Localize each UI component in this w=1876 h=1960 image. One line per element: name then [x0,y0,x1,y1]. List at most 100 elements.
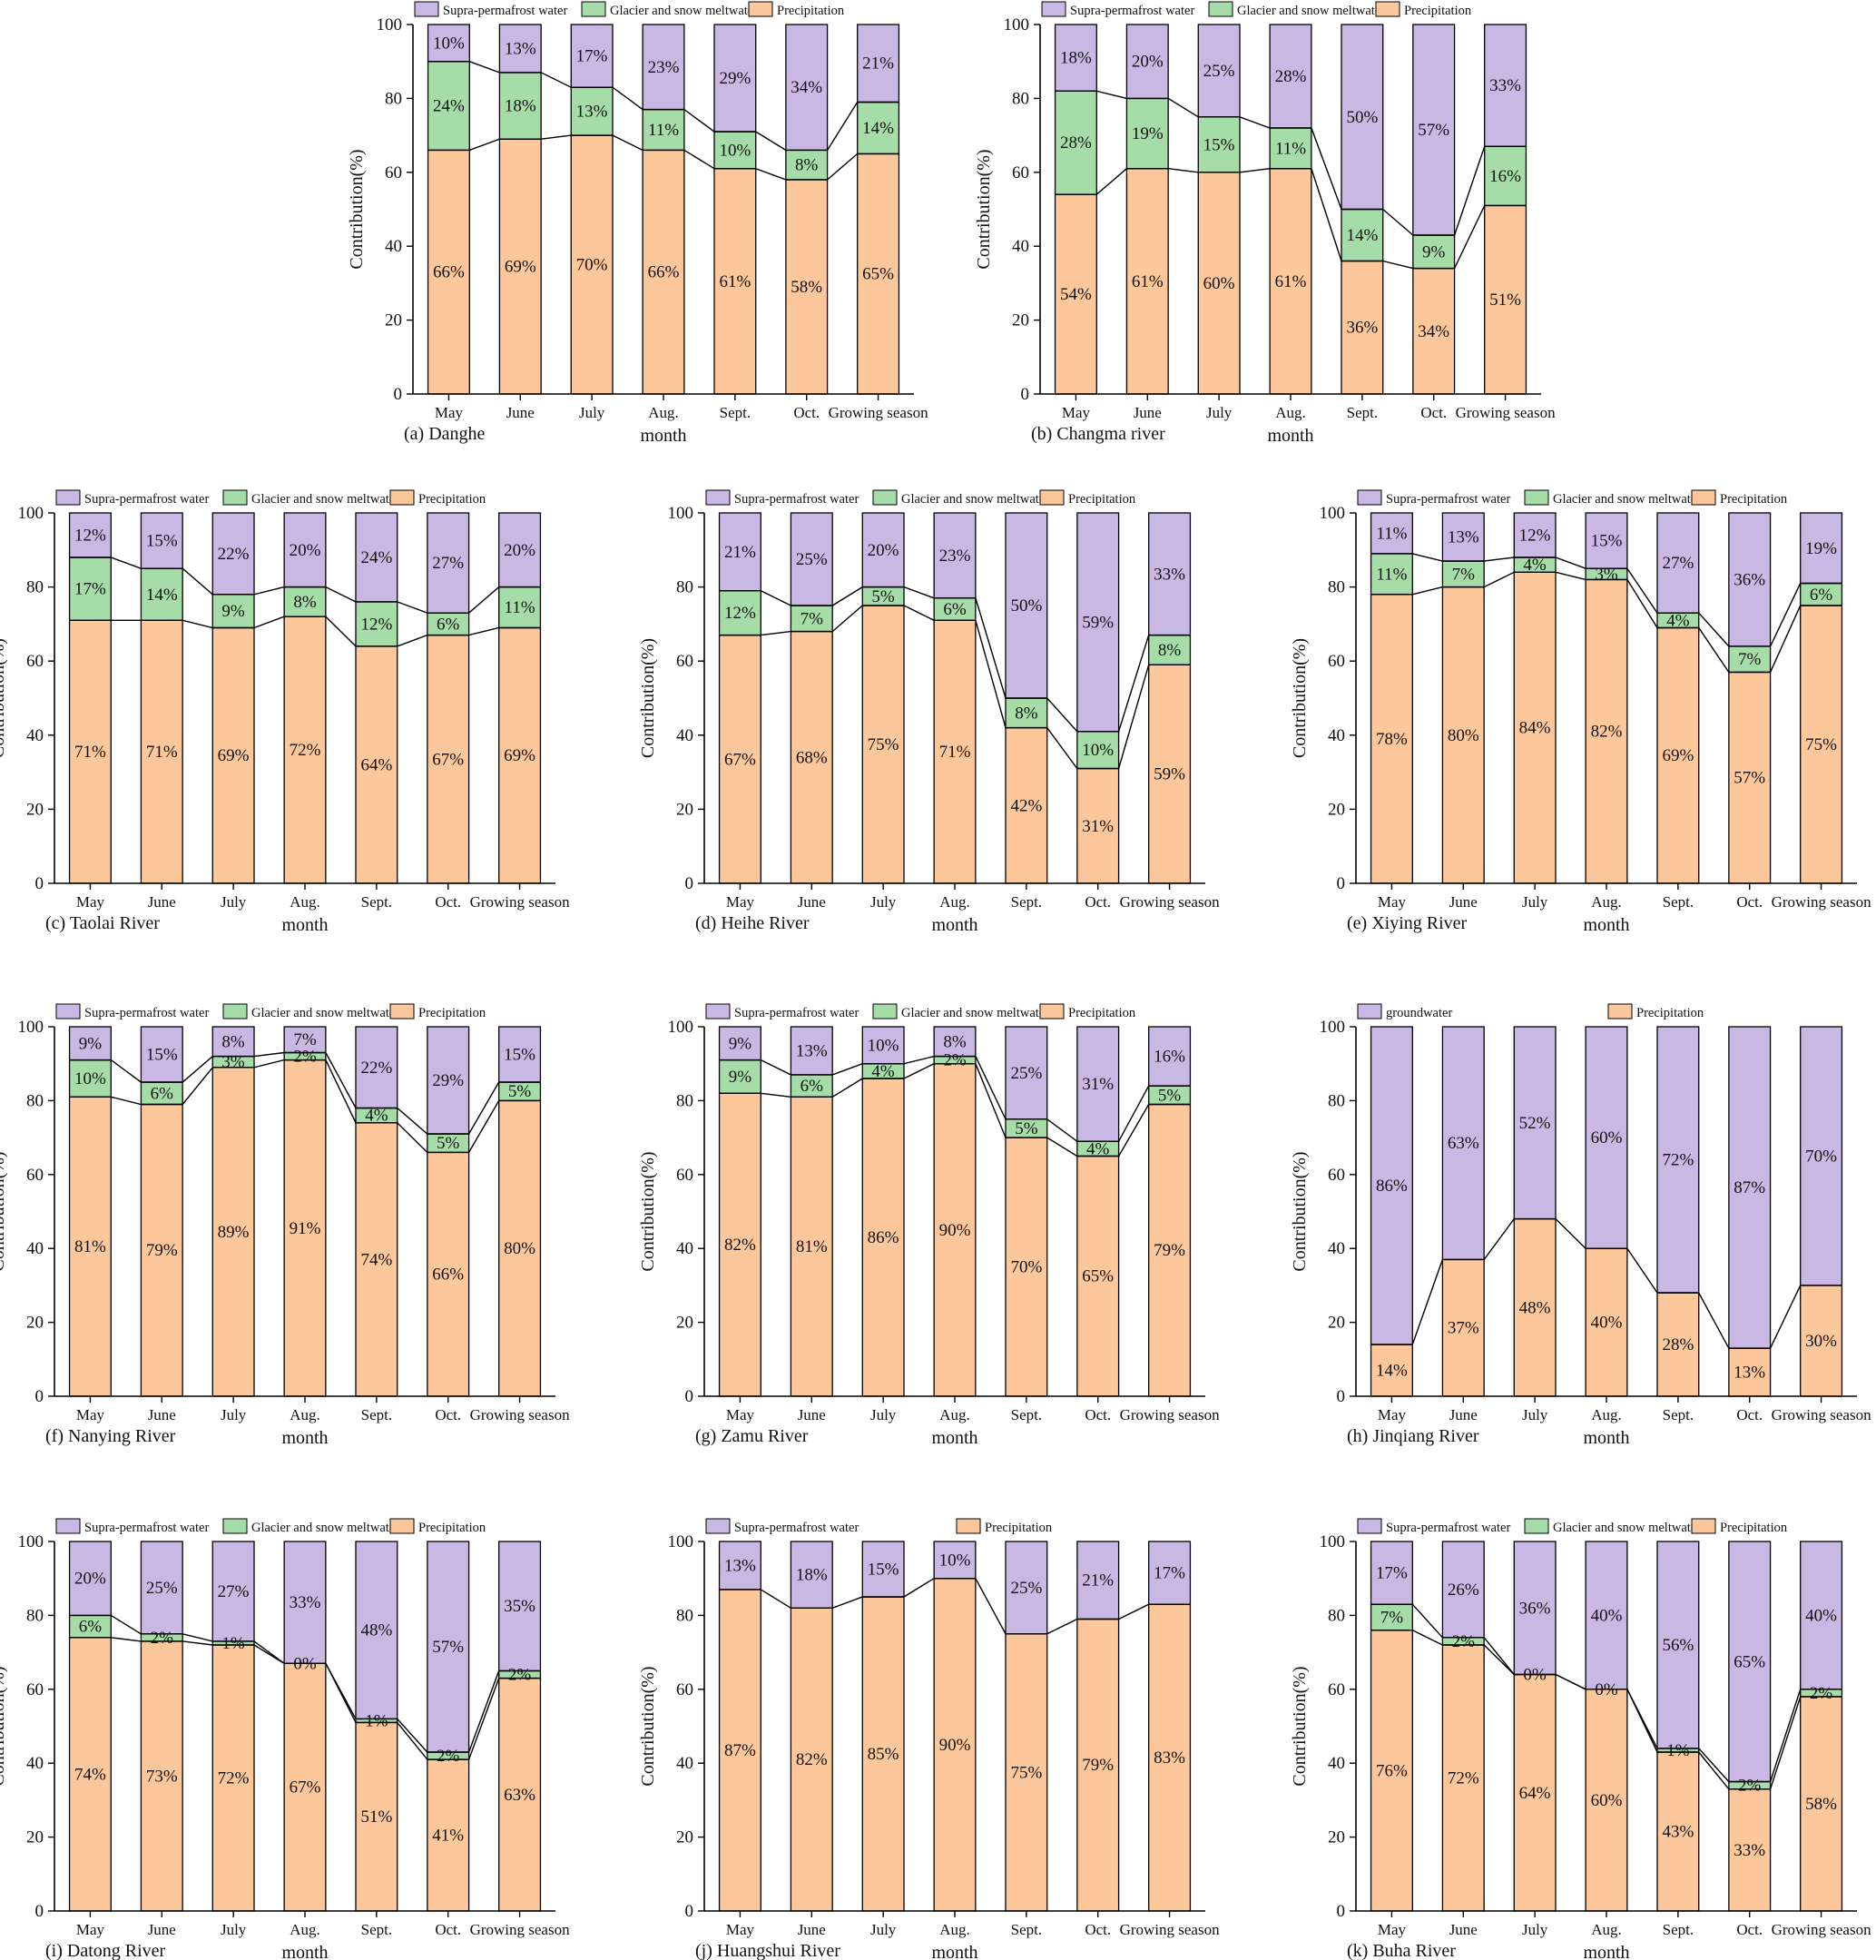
panel-caption: (j) Huangshui River [695,1941,840,1960]
data-label: 87% [1734,1178,1765,1197]
data-label: 2% [508,1666,532,1685]
x-tick-label: Aug. [648,404,679,421]
y-tick-label: 100 [18,1532,44,1551]
legend-swatch [956,1518,981,1534]
bar-segment [427,634,470,884]
data-label: 74% [74,1765,106,1784]
x-tick-label: July [1522,1921,1548,1938]
legend-swatch [1357,1518,1382,1534]
data-label: 26% [1448,1581,1479,1600]
data-label: 2% [437,1747,460,1766]
y-tick-label: 40 [1328,1754,1345,1773]
panel-caption: (f) Nanying River [45,1426,176,1446]
bar-segment [283,586,327,617]
data-label: 75% [1805,735,1837,754]
data-label: 75% [1010,1763,1042,1782]
data-label: 66% [648,263,680,282]
x-tick-label: Aug. [939,893,970,911]
bar-segment [1656,512,1700,614]
data-label: 56% [1662,1636,1694,1655]
y-tick-label: 80 [26,578,44,597]
y-tick-label: 80 [26,1091,44,1110]
bar-segment [1441,560,1485,588]
data-label: 70% [576,256,608,275]
bar-segment [933,512,977,599]
y-axis-title: Contribution(%) [638,1151,658,1271]
bar-segment [718,1026,761,1061]
x-tick-label: July [1522,893,1548,911]
bar-segment [713,131,757,170]
y-tick-label: 40 [385,237,402,256]
data-label: 71% [939,743,971,762]
legend-swatch [55,1518,81,1534]
data-label: 60% [1591,1128,1623,1147]
data-label: 85% [868,1745,899,1764]
x-axis-title: month [931,1943,977,1960]
stack-boundary-line [719,586,1191,733]
data-label: 40% [1805,1606,1837,1625]
bar-segment [790,605,833,633]
bar-segment [1585,1247,1628,1397]
legend-label: Precipitation [1720,1521,1788,1535]
bar-segment [1197,172,1241,395]
panel-caption: (g) Zamu River [695,1426,809,1446]
data-label: 52% [1519,1114,1551,1133]
bar-segment [1585,578,1628,884]
bar-segment [1412,234,1456,270]
y-tick-label: 100 [668,1532,694,1551]
data-label: 27% [218,1582,250,1601]
panel-caption: (e) Xiying River [1347,913,1468,933]
y-tick-label: 0 [1337,874,1346,893]
legend-label: Supra-permafrost water [734,1006,859,1020]
bar-segment [283,512,327,588]
stack-boundary-line [1370,1217,1842,1349]
legend-swatch [872,489,898,506]
data-label: 63% [504,1786,535,1805]
bar-segment [1054,193,1097,395]
x-tick-label: Sept. [720,404,751,421]
x-tick-label: May [76,1921,105,1938]
data-label: 22% [218,545,250,564]
legend-label: Precipitation [418,1521,486,1535]
data-label: 2% [151,1629,174,1648]
bar-segment [857,24,900,103]
data-label: 8% [1158,641,1182,660]
legend-label: Supra-permafrost water [84,1521,209,1535]
data-label: 28% [1662,1335,1694,1354]
data-label: 2% [293,1048,317,1067]
bar-segment [1197,116,1241,173]
stack-boundary-line [69,1051,541,1135]
bar-segment [933,597,977,621]
data-label: 82% [724,1236,756,1255]
bar-segment [1148,1026,1192,1087]
bar-segment [1513,1541,1557,1676]
data-label: 59% [1082,613,1114,632]
y-tick-label: 60 [676,652,693,671]
legend-label: Supra-permafrost water [734,492,859,507]
bar-segment [427,1758,470,1912]
y-tick-label: 80 [1328,578,1345,597]
bar-segment [1076,1541,1120,1620]
y-axis-title: Contribution(%) [347,149,367,269]
bar-segment [718,1059,761,1094]
data-label: 66% [432,1266,464,1285]
bar-segment [355,1721,398,1912]
data-label: 72% [1662,1151,1694,1170]
data-label: 86% [1376,1177,1408,1196]
x-tick-label: Aug. [1275,404,1306,421]
data-label: 8% [1015,704,1038,723]
data-label: 31% [1082,817,1114,836]
data-label: 2% [943,1051,967,1070]
data-label: 48% [360,1621,392,1640]
bar-segment [427,61,470,152]
data-label: 86% [868,1228,899,1247]
bar-segment [68,619,112,884]
x-tick-label: May [76,893,105,911]
x-tick-label: Growing season [470,1406,571,1423]
bar-segment [861,512,905,588]
y-tick-label: 40 [1328,726,1345,745]
data-label: 6% [79,1618,103,1637]
x-tick-label: Growing season [1772,1921,1872,1938]
data-label: 6% [800,1077,824,1096]
stack-boundary-line [427,134,899,181]
